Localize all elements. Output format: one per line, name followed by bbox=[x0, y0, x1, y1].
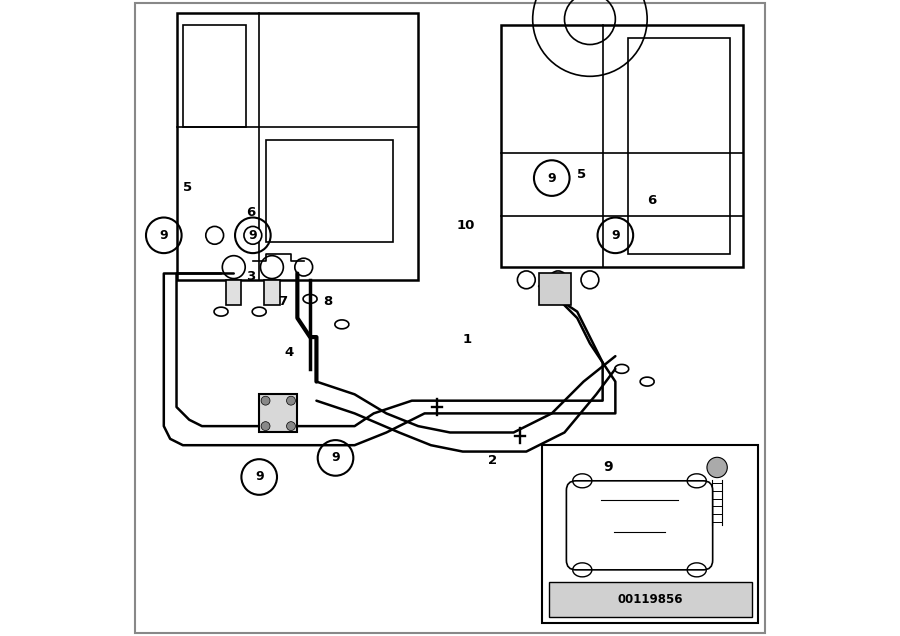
Bar bbox=[549, 582, 752, 617]
Text: 8: 8 bbox=[323, 295, 332, 308]
Circle shape bbox=[286, 422, 295, 431]
Bar bbox=[501, 25, 742, 267]
Bar bbox=[226, 280, 241, 305]
Text: 6: 6 bbox=[647, 193, 656, 207]
Text: 10: 10 bbox=[456, 219, 474, 232]
Circle shape bbox=[706, 457, 727, 478]
Bar bbox=[176, 13, 418, 280]
Bar bbox=[266, 140, 392, 242]
Text: 9: 9 bbox=[159, 229, 168, 242]
Bar bbox=[628, 38, 730, 254]
Text: 6: 6 bbox=[247, 206, 256, 219]
Text: 4: 4 bbox=[284, 346, 294, 359]
Circle shape bbox=[244, 226, 262, 244]
Text: 00119856: 00119856 bbox=[617, 593, 683, 605]
Circle shape bbox=[261, 422, 270, 431]
Text: 2: 2 bbox=[488, 454, 498, 467]
Text: 9: 9 bbox=[603, 460, 612, 474]
Text: 7: 7 bbox=[278, 295, 287, 308]
Text: 9: 9 bbox=[248, 229, 257, 242]
Text: 5: 5 bbox=[183, 181, 192, 194]
Bar bbox=[183, 25, 247, 127]
Bar bbox=[539, 273, 571, 305]
Text: 9: 9 bbox=[611, 229, 620, 242]
Text: 3: 3 bbox=[247, 270, 256, 283]
Circle shape bbox=[286, 396, 295, 405]
Circle shape bbox=[261, 396, 270, 405]
Text: 9: 9 bbox=[331, 452, 340, 464]
Bar bbox=[265, 280, 280, 305]
Text: 5: 5 bbox=[577, 168, 586, 181]
Bar bbox=[259, 394, 297, 432]
Circle shape bbox=[206, 226, 223, 244]
Text: 9: 9 bbox=[547, 172, 556, 184]
Text: 9: 9 bbox=[255, 471, 264, 483]
Text: 1: 1 bbox=[463, 333, 472, 347]
Bar bbox=[542, 445, 759, 623]
